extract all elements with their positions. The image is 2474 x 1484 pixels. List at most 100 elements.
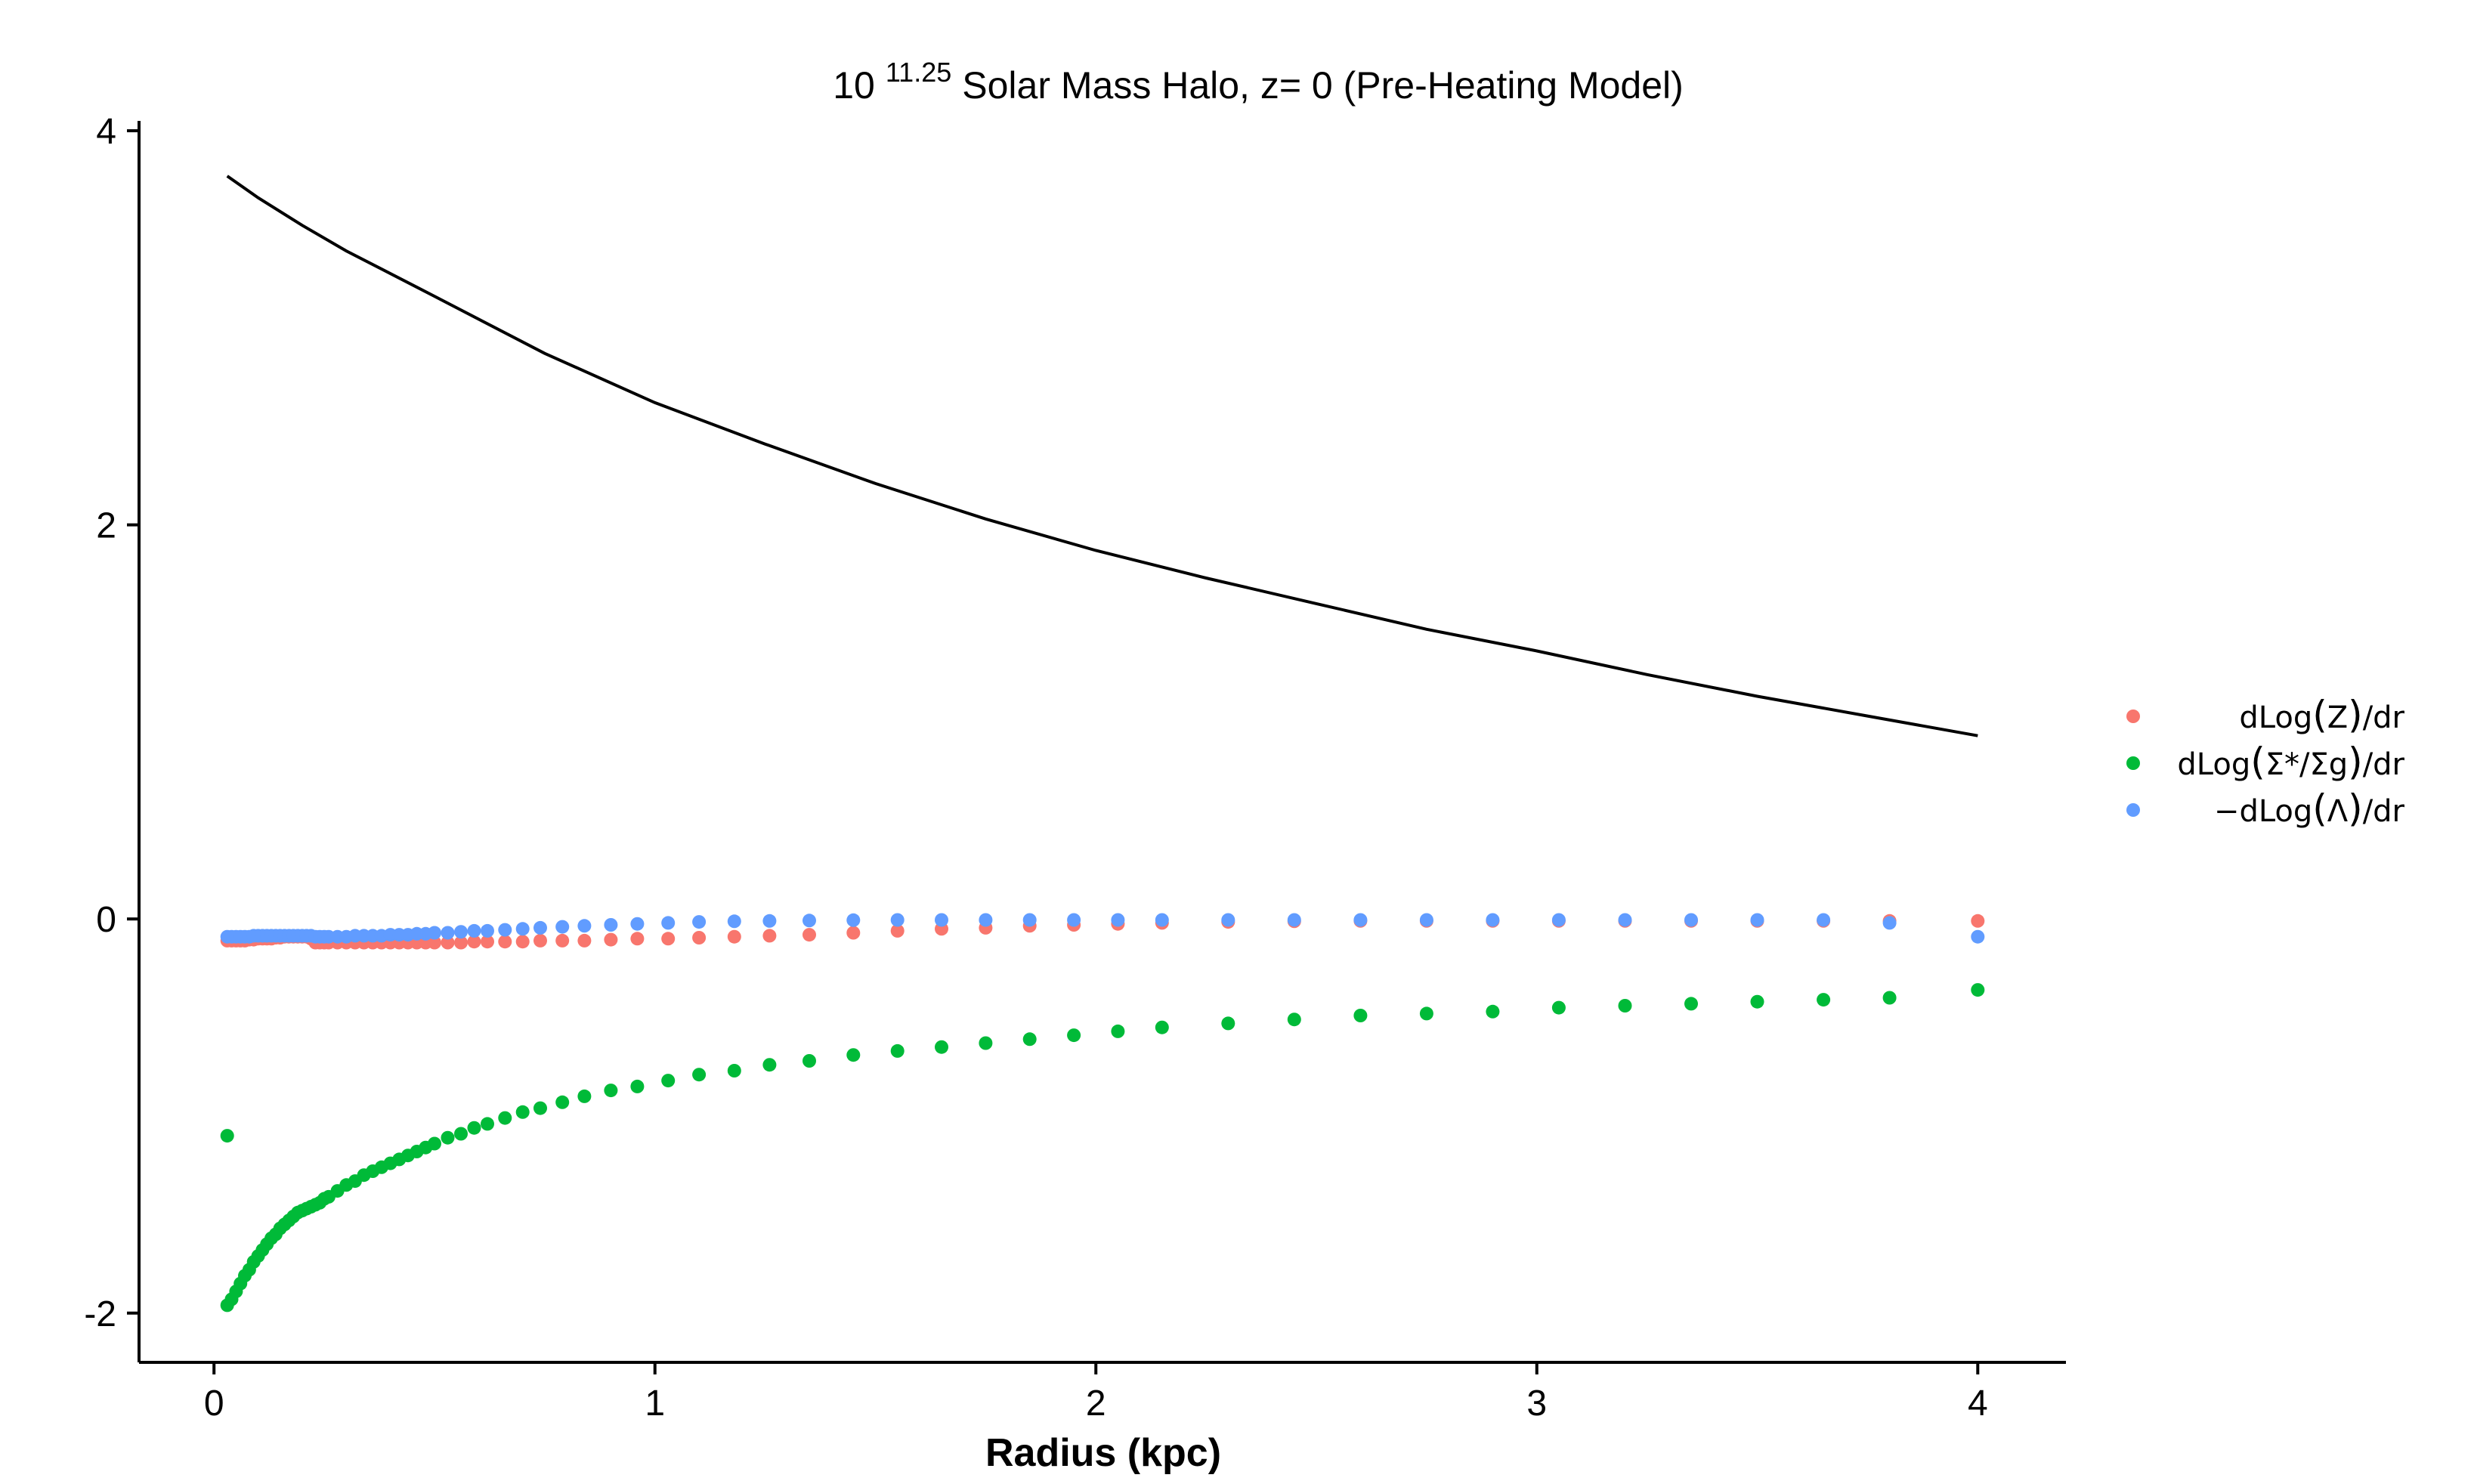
series-1-point bbox=[467, 1121, 481, 1135]
series-1-point bbox=[604, 1084, 618, 1098]
series-0-point bbox=[441, 935, 455, 950]
series-1-point bbox=[1882, 991, 1897, 1005]
series-0-point bbox=[428, 935, 441, 950]
series-2-point bbox=[935, 913, 948, 927]
series-1-point bbox=[1551, 1000, 1566, 1015]
x-tick-label: 0 bbox=[204, 1384, 224, 1424]
y-tick-label: 0 bbox=[96, 900, 116, 940]
series-2-point bbox=[1971, 929, 1985, 944]
series-0-point bbox=[481, 935, 494, 949]
legend-label-part: ( bbox=[2250, 740, 2265, 784]
series-2-point bbox=[1287, 913, 1301, 927]
legend-label-1: dLog(Σ*/Σg)/dr bbox=[2177, 740, 2404, 784]
series-2-point bbox=[692, 915, 707, 929]
series-2-point bbox=[661, 916, 676, 930]
legend-label-part: dLog bbox=[2239, 700, 2312, 735]
series-2-point bbox=[604, 918, 618, 932]
series-0-point bbox=[692, 931, 707, 945]
series-2-point bbox=[1419, 913, 1433, 927]
series-0-point bbox=[515, 935, 530, 949]
series-2-point bbox=[1817, 913, 1831, 927]
y-tick-label: 2 bbox=[96, 506, 116, 546]
legend-label-part: Σ*/Σg bbox=[2265, 747, 2348, 782]
series-0-point bbox=[555, 933, 570, 948]
series-2-point bbox=[979, 913, 993, 927]
series-1-point bbox=[661, 1074, 676, 1088]
legend-label-part: dLog bbox=[2177, 747, 2250, 782]
series-1-point bbox=[1684, 997, 1698, 1011]
series-0-point bbox=[630, 932, 645, 946]
series-1-point bbox=[555, 1095, 570, 1109]
chart-title-exponent: 11.25 bbox=[886, 57, 951, 88]
series-2-point bbox=[1022, 913, 1037, 927]
x-tick-label: 4 bbox=[1968, 1384, 1988, 1424]
legend-label-part: /dr bbox=[2363, 700, 2405, 735]
series-1-point bbox=[577, 1089, 592, 1103]
series-1-point bbox=[1419, 1006, 1433, 1021]
series-1-point bbox=[481, 1117, 494, 1131]
series-1-point bbox=[498, 1111, 512, 1125]
series-0-point bbox=[577, 933, 592, 948]
legend-label-part: ( bbox=[2312, 787, 2327, 830]
legend-label-0: dLog(Z)/dr bbox=[2239, 693, 2404, 737]
series-0-point bbox=[727, 929, 741, 944]
series-0-point bbox=[890, 923, 905, 938]
series-1-point bbox=[1750, 994, 1764, 1009]
series-0-point bbox=[498, 935, 512, 949]
series-1-point bbox=[935, 1040, 948, 1054]
series-2-point bbox=[555, 920, 570, 934]
series-1-point bbox=[630, 1079, 645, 1093]
series-2-point bbox=[481, 923, 494, 938]
series-2-point bbox=[1221, 913, 1235, 927]
series-1-point bbox=[1022, 1032, 1037, 1047]
legend-key-2 bbox=[2126, 803, 2140, 817]
series-1-point bbox=[220, 1129, 234, 1143]
series-1-point bbox=[1817, 993, 1831, 1007]
series-1-point bbox=[454, 1127, 468, 1141]
series-1-point bbox=[1971, 983, 1985, 997]
legend-label-part: ) bbox=[2348, 740, 2363, 784]
legend-label-part: /dr bbox=[2363, 794, 2405, 829]
series-2-point bbox=[846, 913, 861, 927]
series-2-point bbox=[1067, 913, 1081, 927]
x-axis-label: Radius (kpc) bbox=[985, 1431, 1221, 1475]
axes: 0 1 2 3 4 -2 0 2 4 bbox=[84, 112, 2066, 1424]
series-2-point bbox=[441, 926, 455, 940]
legend-label-part: ( bbox=[2312, 693, 2327, 737]
series-1-point bbox=[1067, 1028, 1081, 1043]
legend-label-part: ) bbox=[2348, 693, 2363, 737]
series-1-point bbox=[533, 1101, 547, 1115]
plot-area bbox=[220, 175, 1985, 1312]
series-2-point bbox=[1155, 913, 1169, 927]
series-2-point bbox=[1684, 913, 1698, 927]
series-0-point bbox=[661, 932, 676, 946]
series-1-point bbox=[1221, 1016, 1235, 1031]
series-2-point bbox=[1882, 916, 1897, 930]
series-0-point bbox=[454, 935, 468, 950]
series-2-point bbox=[727, 914, 741, 929]
series-2-point bbox=[467, 923, 481, 938]
series-1-point bbox=[1155, 1020, 1169, 1034]
y-tick-label: 4 bbox=[96, 112, 116, 152]
series-2-point bbox=[515, 922, 530, 936]
series-1-point bbox=[727, 1064, 741, 1077]
series-2-point bbox=[890, 913, 905, 927]
series-2-point bbox=[454, 925, 468, 939]
series-1-point bbox=[803, 1054, 816, 1068]
series-0-point bbox=[533, 933, 547, 948]
legend-label-part: ) bbox=[2348, 787, 2363, 830]
series-2-point bbox=[1618, 913, 1632, 927]
legend-label-part: Z bbox=[2327, 700, 2348, 735]
chart-title: 10 11.25 Solar Mass Halo, z= 0 (Pre-Heatin… bbox=[833, 57, 1684, 107]
series-1-point bbox=[762, 1058, 777, 1072]
legend-label-part: −dLog bbox=[2214, 794, 2312, 829]
x-tick-label: 1 bbox=[645, 1384, 665, 1424]
series-2-point bbox=[1750, 913, 1764, 927]
series-1-point bbox=[692, 1068, 707, 1082]
series-2-point bbox=[533, 920, 547, 935]
series-2-point bbox=[762, 914, 777, 928]
legend-key-1 bbox=[2126, 756, 2140, 770]
series-1-point bbox=[1353, 1009, 1368, 1022]
